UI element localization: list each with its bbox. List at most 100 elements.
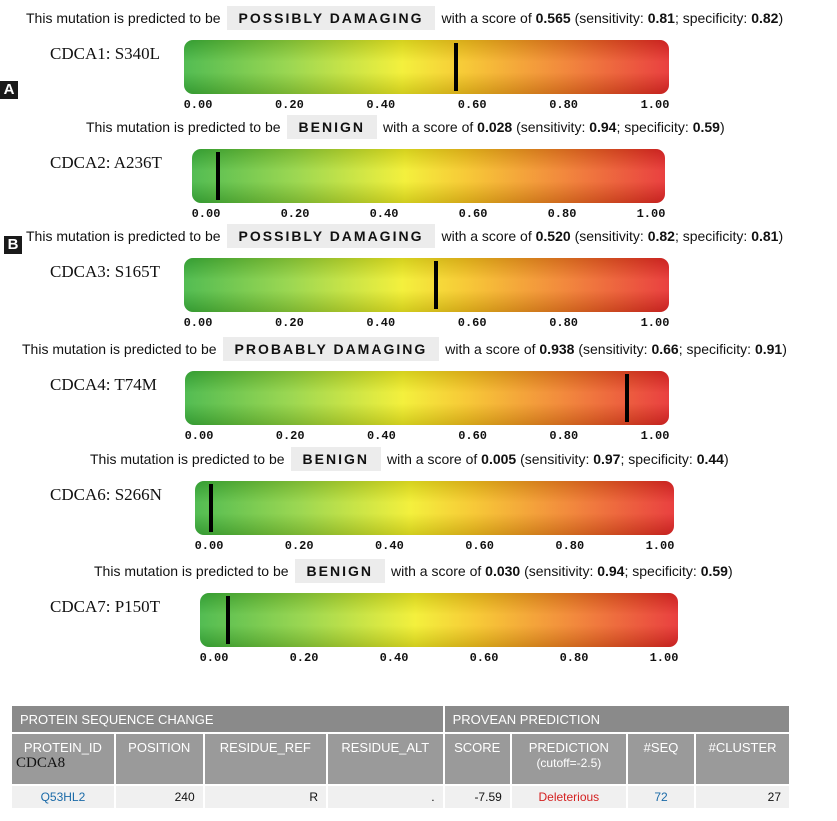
scale-tick-label: 0.00	[199, 651, 229, 665]
score-marker	[454, 43, 459, 91]
score-bar	[195, 481, 674, 535]
closing-paren: )	[782, 341, 787, 357]
cutoff-subheader: (cutoff=-2.5)	[536, 756, 602, 770]
scale-tick-label: 0.40	[369, 207, 399, 221]
sensitivity-text: (sensitivity:	[516, 119, 586, 135]
prediction-block: This mutation is predicted to be BENIGN wi…	[0, 447, 837, 559]
scale-tick-label: 0.60	[469, 651, 499, 665]
gene-mutation-label: CDCA6: S266N	[50, 485, 162, 504]
specificity-text: ; specificity:	[674, 10, 748, 26]
score-bar	[184, 40, 669, 94]
prediction-prefix: This mutation is predicted to be	[90, 451, 285, 467]
specificity-text: ; specificity:	[678, 341, 752, 357]
score-text: with a score of	[441, 228, 532, 244]
scale-tick-label: 0.40	[366, 429, 396, 443]
score-bar	[200, 593, 678, 647]
scale-tick-label: 0.80	[555, 539, 585, 553]
sensitivity-text: (sensitivity:	[520, 451, 590, 467]
scale-tick-label: 0.80	[547, 207, 577, 221]
gene-mutation-label: CDCA3: S165T	[50, 262, 161, 281]
scale-tick-label: 0.60	[465, 539, 494, 553]
seq-count-link[interactable]: 72	[627, 786, 695, 808]
scale-tick-label: 0.80	[549, 98, 578, 112]
score-text: with a score of	[441, 10, 532, 26]
specificity-text: ; specificity:	[674, 228, 748, 244]
prediction-block: This mutation is predicted to be POSSIBLY…	[0, 224, 837, 336]
scale-tick-label: 0.60	[458, 429, 487, 443]
column-header-prediction: PREDICTION (cutoff=-2.5)	[511, 734, 626, 784]
prediction-header-label: PREDICTION	[528, 740, 609, 755]
scale-tick-label: 1.00	[649, 651, 679, 665]
scale-tick-label: 0.00	[194, 539, 224, 553]
prediction-prefix: This mutation is predicted to be	[26, 10, 221, 26]
scale-tick-label: 0.40	[374, 539, 404, 553]
residue-alt-cell: .	[327, 786, 443, 808]
closing-paren: )	[723, 451, 729, 467]
score-text: with a score of	[391, 563, 482, 579]
scale-tick-label: 0.00	[183, 316, 213, 330]
scale-tick-label: 0.60	[458, 207, 488, 221]
specificity-text: ; specificity:	[620, 451, 693, 467]
prediction-sentence: This mutation is predicted to be POSSIBLY…	[26, 224, 783, 248]
verdict-badge: BENIGN	[290, 447, 381, 471]
score-value: 0.030	[485, 563, 521, 579]
scale-tick-label: 0.00	[191, 207, 221, 221]
verdict-badge: POSSIBLY DAMAGING	[226, 224, 436, 248]
prediction-sentence: This mutation is predicted to be BENIGN wi…	[94, 559, 733, 583]
score-marker	[624, 374, 629, 422]
scale-tick-label: 0.40	[379, 651, 409, 665]
scale-tick-label: 1.00	[640, 429, 670, 443]
scale-tick-label: 0.40	[366, 316, 396, 330]
sensitivity-value: 0.97	[593, 451, 621, 467]
column-header-cluster: #CLUSTER	[696, 734, 789, 784]
gene-mutation-label: CDCA1: S340L	[50, 44, 161, 63]
table-row: Q53HL2 240 R . -7.59 Deleterious 72 27	[12, 786, 789, 808]
score-value: 0.520	[535, 228, 571, 244]
scale-tick-label: 0.20	[274, 316, 304, 330]
prediction-sentence: This mutation is predicted to be BENIGN wi…	[90, 447, 729, 471]
residue-ref-cell: R	[204, 786, 326, 808]
scale-tick-label: 0.80	[549, 429, 579, 443]
prediction-sentence: This mutation is predicted to be PROBABLY…	[22, 337, 787, 361]
prediction-sentence: This mutation is predicted to be BENIGN wi…	[86, 115, 725, 139]
closing-paren: )	[719, 119, 725, 135]
score-marker	[433, 261, 438, 309]
sensitivity-text: (sensitivity:	[574, 10, 644, 26]
specificity-value: 0.82	[751, 10, 779, 26]
prediction-sentence: This mutation is predicted to be POSSIBLY…	[26, 6, 783, 30]
prediction-prefix: This mutation is predicted to be	[22, 341, 217, 357]
column-header-position: POSITION	[115, 734, 203, 784]
score-value: 0.565	[535, 10, 571, 26]
column-header-protein-id: PROTEIN_ID CDCA8	[12, 734, 114, 784]
prediction-block: This mutation is predicted to be BENIGN wi…	[0, 559, 837, 671]
sensitivity-value: 0.94	[589, 119, 617, 135]
gene-mutation-label: CDCA7: P150T	[50, 597, 161, 616]
prediction-block: This mutation is predicted to be POSSIBLY…	[0, 6, 837, 118]
score-value: 0.028	[477, 119, 513, 135]
gene-mutation-label: CDCA4: T74M	[50, 375, 157, 394]
closing-paren: )	[778, 10, 784, 26]
scale-tick-label: 1.00	[640, 316, 670, 330]
column-header-score: SCORE	[444, 734, 510, 784]
score-text: with a score of	[445, 341, 536, 357]
score-cell: -7.59	[444, 786, 510, 808]
column-header-seq: #SEQ	[627, 734, 695, 784]
protein-id-link[interactable]: Q53HL2	[12, 786, 114, 808]
specificity-value: 0.59	[700, 563, 728, 579]
score-marker	[216, 152, 221, 200]
verdict-badge: POSSIBLY DAMAGING	[226, 6, 436, 30]
scale-tick-label: 0.20	[275, 429, 305, 443]
sensitivity-text: (sensitivity:	[524, 563, 594, 579]
score-bar	[185, 371, 669, 425]
sensitivity-text: (sensitivity:	[574, 228, 644, 244]
prediction-prefix: This mutation is predicted to be	[94, 563, 289, 579]
score-bar	[192, 149, 665, 203]
verdict-badge: BENIGN	[286, 115, 377, 139]
prediction-block: This mutation is predicted to be BENIGN wi…	[0, 115, 837, 227]
sensitivity-text: (sensitivity:	[578, 341, 648, 357]
prediction-cell: Deleterious	[511, 786, 626, 808]
specificity-text: ; specificity:	[616, 119, 689, 135]
gene-mutation-label: CDCA2: A236T	[50, 153, 162, 172]
specificity-value: 0.59	[692, 119, 720, 135]
verdict-badge: PROBABLY DAMAGING	[222, 337, 440, 361]
